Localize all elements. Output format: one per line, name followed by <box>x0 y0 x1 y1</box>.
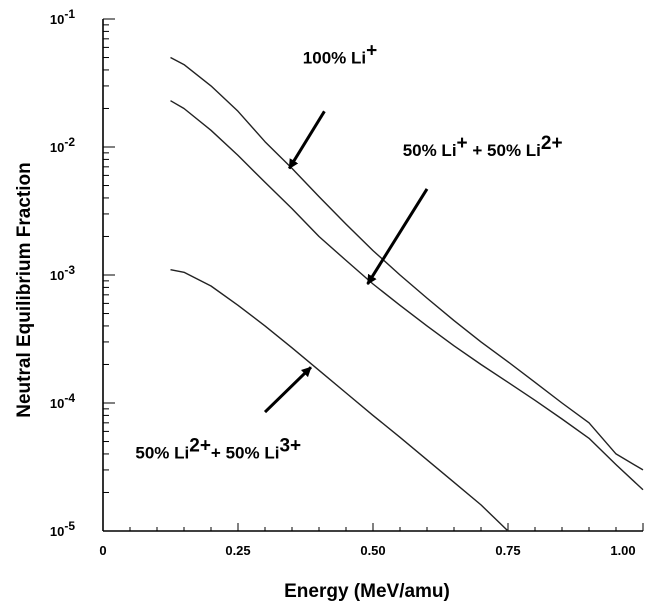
series-line-2 <box>170 100 644 491</box>
annotation-label-2: 50% Li+ + 50% Li2+ <box>403 133 563 160</box>
annotation-label-3: 50% Li2++ 50% Li3+ <box>135 435 301 462</box>
series-line-3 <box>170 269 509 532</box>
x-tick-label: 0.25 <box>225 543 250 558</box>
x-tick-label: 0 <box>99 543 106 558</box>
annotation-arrow-3 <box>263 366 312 414</box>
series-line-1 <box>170 56 644 471</box>
x-tick-label: 0.50 <box>360 543 385 558</box>
annotation-label-1: 100% Li+ <box>303 40 377 67</box>
annotation-arrow-1 <box>288 110 326 170</box>
y-tick-label: 10-1 <box>50 7 75 27</box>
y-tick-label: 10-5 <box>50 519 75 539</box>
x-tick-label: 1.00 <box>610 543 635 558</box>
x-axis-title: Energy (MeV/amu) <box>284 581 450 602</box>
annotation-arrow-2 <box>366 188 429 285</box>
y-axis-title: Neutral Equilibrium Fraction <box>14 162 35 417</box>
y-tick-label: 10-3 <box>50 263 75 283</box>
y-tick-label: 10-4 <box>50 391 75 411</box>
y-tick-label: 10-2 <box>50 135 75 155</box>
x-tick-label: 0.75 <box>495 543 520 558</box>
